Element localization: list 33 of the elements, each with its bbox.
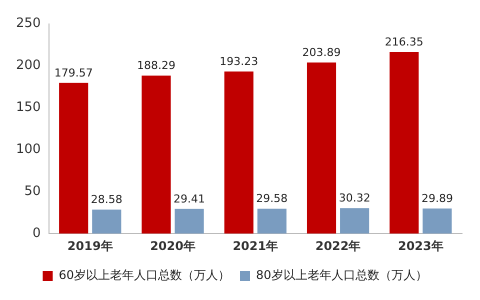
bar [306,62,336,234]
bar [422,208,452,234]
data-label: 203.89 [302,46,341,59]
data-label: 216.35 [384,35,424,48]
y-tick-label: 50 [24,184,41,200]
bar [390,52,419,234]
data-label: 29.58 [256,192,288,206]
bar [92,210,122,234]
y-tick-label: 0 [32,226,41,241]
data-label: 28.58 [90,192,122,206]
data-label: 30.32 [338,192,370,205]
y-tick-label: 200 [16,58,41,74]
y-tick-label: 100 [16,142,41,158]
bar [59,82,88,234]
bar [224,71,254,234]
x-tick-label: 2020年 [150,238,196,253]
bar [142,76,171,234]
y-tick-label: 250 [16,16,41,32]
data-label: 188.29 [136,58,176,72]
x-tick-label: 2019年 [67,238,113,253]
bar [174,208,204,234]
legend-label: 60岁以上老年人口总数（万人） [58,268,230,282]
bar [340,208,370,234]
data-label: 29.89 [421,192,453,205]
x-tick-label: 2021年 [232,238,278,253]
data-label: 193.23 [220,54,258,68]
data-label: 29.41 [174,192,206,206]
x-tick-label: 2023年 [398,238,444,253]
legend-label: 80岁以上老年人口总数（万人） [256,268,428,282]
bar [257,208,286,234]
x-tick-label: 2022年 [315,238,361,253]
data-label: 179.57 [54,66,93,80]
y-tick-label: 150 [16,100,41,116]
